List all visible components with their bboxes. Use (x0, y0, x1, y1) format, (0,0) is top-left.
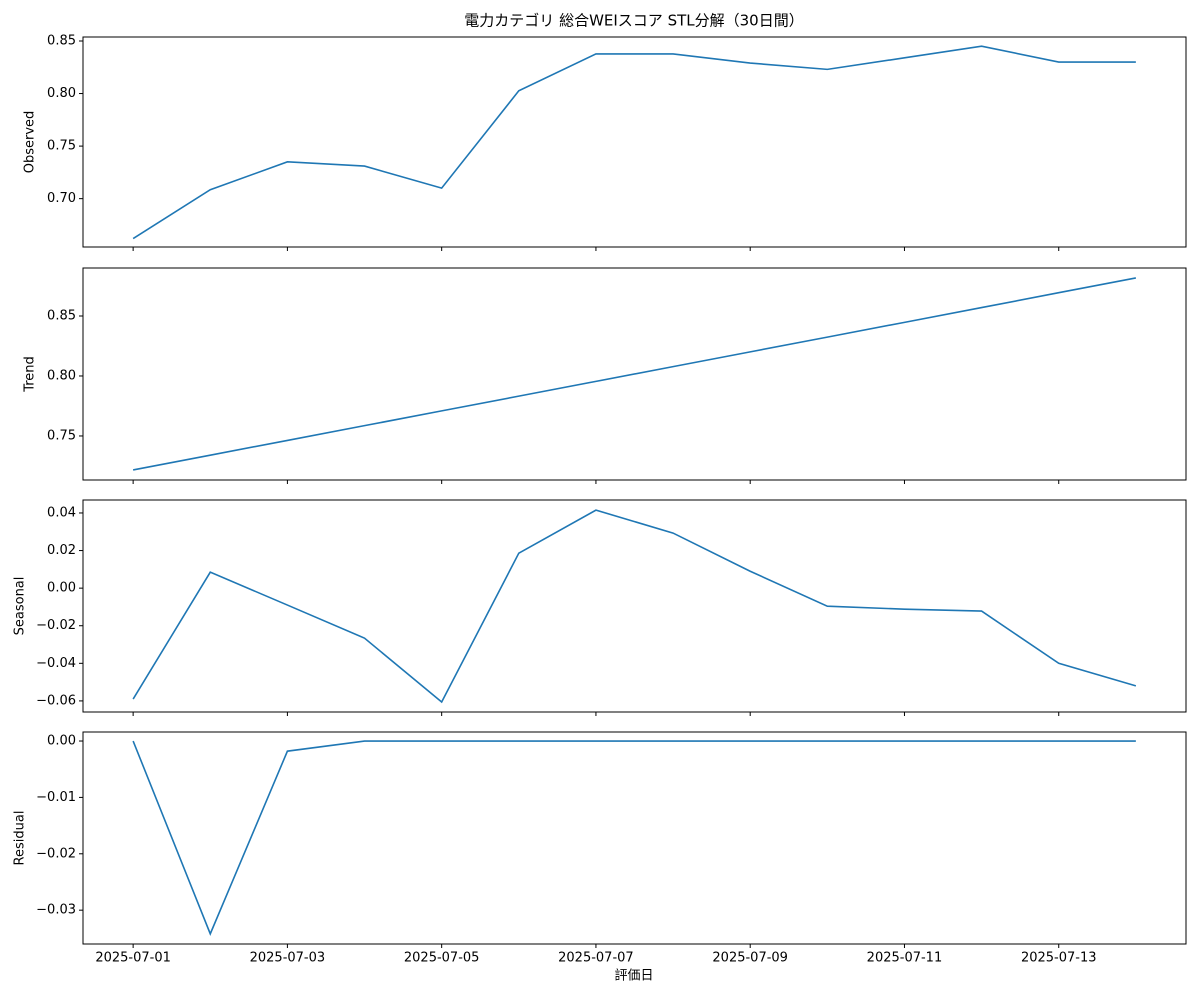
x-tick-label: 2025-07-07 (558, 951, 634, 966)
y-tick-label: 0.85 (47, 308, 76, 323)
y-tick-label: −0.02 (36, 618, 76, 633)
y-axis-label: Residual (13, 811, 28, 866)
line (132, 45, 1136, 240)
x-tick-label: 2025-07-05 (404, 951, 480, 966)
line (132, 740, 1136, 936)
y-axis-label: Trend (23, 356, 38, 393)
axes-frame (82, 731, 1187, 945)
y-tick-label: −0.06 (36, 693, 76, 708)
axes-frame (82, 36, 1187, 248)
y-tick-label: 0.85 (47, 33, 76, 48)
y-tick-label: 0.70 (47, 191, 76, 206)
y-tick-label: 0.75 (47, 428, 76, 443)
x-tick-label: 2025-07-09 (712, 951, 788, 966)
x-tick-label: 2025-07-03 (250, 951, 326, 966)
y-tick-label: −0.01 (36, 790, 76, 805)
y-tick-label: 0.02 (47, 543, 76, 558)
chart-title: 電力カテゴリ 総合WEIスコア STL分解（30日間） (464, 12, 803, 30)
x-axis-label: 評価日 (614, 969, 653, 984)
y-tick-label: 0.00 (47, 581, 76, 596)
y-tick-label: 0.80 (47, 368, 76, 383)
y-tick-label: −0.02 (36, 846, 76, 861)
y-tick-label: 0.04 (47, 505, 76, 520)
y-tick-label: −0.03 (36, 903, 76, 918)
y-tick-label: 0.80 (47, 86, 76, 101)
line (132, 277, 1137, 471)
x-tick-label: 2025-07-01 (95, 951, 171, 966)
y-tick-label: 0.75 (47, 139, 76, 154)
x-tick-label: 2025-07-13 (1021, 951, 1097, 966)
line (132, 509, 1137, 704)
axes-frame (82, 499, 1187, 713)
y-tick-label: 0.00 (47, 734, 76, 749)
x-tick-label: 2025-07-11 (867, 951, 943, 966)
y-axis-label: Seasonal (13, 577, 28, 636)
axes-frame (82, 267, 1187, 481)
y-axis-label: Observed (23, 111, 38, 174)
y-tick-label: −0.04 (36, 656, 76, 671)
